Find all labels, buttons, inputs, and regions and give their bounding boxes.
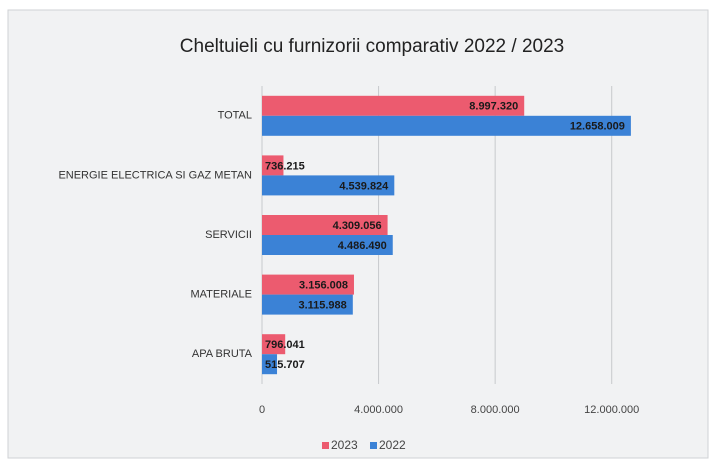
chart-title: Cheltuieli cu furnizorii comparativ 2022… [180,36,564,57]
bar [262,294,353,315]
legend-label: 2022 [379,438,406,452]
data-label: 3.156.008 [299,280,348,292]
data-label: 4.309.056 [333,220,382,232]
data-label: 8.997.320 [469,101,518,113]
data-label: 12.658.009 [570,121,625,133]
data-label: 3.115.988 [298,300,346,312]
legend-label: 2023 [331,438,358,452]
x-tick-label: 0 [259,404,265,416]
bar [262,235,393,255]
bar [262,95,525,116]
bar [262,115,631,136]
x-tick-label: 4.000.000 [354,404,403,416]
x-tick-label: 12.000.000 [584,404,639,416]
bar [262,274,354,295]
data-label: 736.215 [265,160,305,172]
bar [262,155,284,176]
data-label: 4.539.824 [339,180,389,192]
bar [262,175,395,196]
bar [262,334,286,355]
x-tick-label: 8.000.000 [471,404,520,416]
y-tick-label: TOTAL [218,110,252,122]
bar [262,215,388,235]
legend-swatch [370,442,377,449]
y-tick-label: SERVICII [205,229,252,241]
y-tick-label: APA BRUTA [192,348,253,360]
legend-swatch [322,442,329,449]
data-label: 4.486.490 [338,240,387,252]
bar [262,354,278,375]
data-label: 515.707 [265,359,305,371]
y-tick-label: MATERIALE [190,289,252,301]
y-tick-label: ENERGIE ELECTRICA SI GAZ METAN [58,169,252,181]
data-label: 796.041 [265,339,305,351]
